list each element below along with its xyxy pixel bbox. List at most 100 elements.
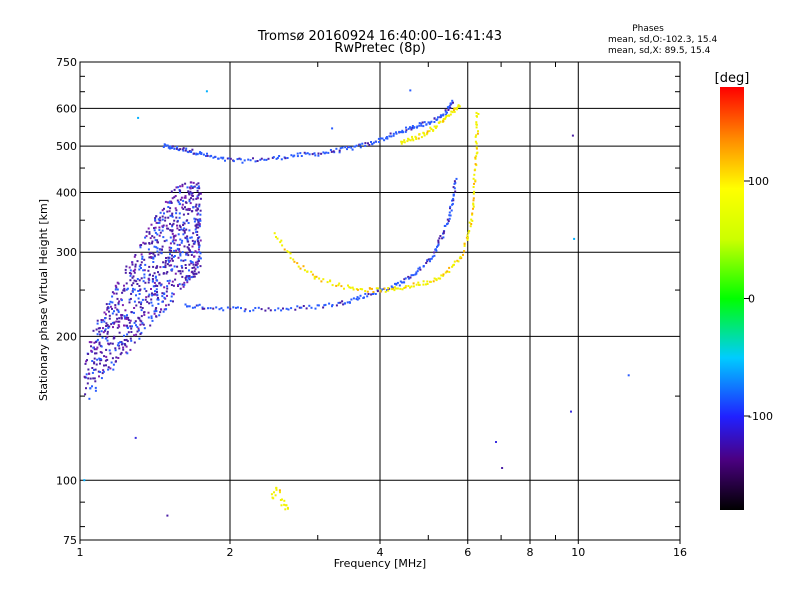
echo-point bbox=[453, 180, 456, 183]
echo-point bbox=[184, 195, 187, 198]
echo-point bbox=[124, 316, 126, 319]
echo-point bbox=[161, 225, 164, 228]
echo-point bbox=[116, 281, 119, 284]
echo-point bbox=[197, 240, 199, 243]
echo-point bbox=[119, 353, 122, 356]
echo-point bbox=[113, 336, 116, 339]
echo-point bbox=[475, 111, 478, 114]
echo-point bbox=[175, 147, 178, 150]
echo-point bbox=[109, 305, 112, 308]
echo-point bbox=[110, 323, 113, 326]
echo-point bbox=[178, 216, 181, 219]
echo-point bbox=[212, 307, 215, 310]
echo-point bbox=[198, 246, 201, 249]
echo-point bbox=[93, 341, 96, 344]
echo-point bbox=[265, 158, 268, 161]
echo-point bbox=[124, 309, 127, 312]
echo-point bbox=[172, 293, 175, 296]
echo-point bbox=[287, 507, 289, 510]
echo-point bbox=[161, 209, 164, 212]
echo-point bbox=[332, 150, 335, 153]
echo-point bbox=[196, 230, 199, 233]
echo-point bbox=[197, 243, 200, 246]
echo-point bbox=[135, 304, 138, 307]
echo-point bbox=[197, 258, 200, 261]
echo-point bbox=[240, 307, 242, 310]
echo-point bbox=[570, 410, 572, 413]
echo-point bbox=[187, 222, 190, 224]
echo-point bbox=[377, 137, 380, 140]
echo-point bbox=[99, 333, 102, 336]
echo-point bbox=[140, 331, 143, 334]
echo-point bbox=[163, 212, 165, 215]
echo-point bbox=[396, 287, 399, 290]
echo-point bbox=[410, 128, 413, 131]
echo-point bbox=[168, 282, 171, 285]
echo-point bbox=[159, 248, 162, 251]
echo-point bbox=[145, 296, 148, 299]
echo-point bbox=[142, 323, 145, 326]
echo-point bbox=[199, 151, 202, 154]
echo-point bbox=[433, 117, 436, 120]
echo-point bbox=[189, 187, 192, 190]
echo-point bbox=[349, 286, 352, 289]
echo-point bbox=[465, 236, 468, 239]
echo-point bbox=[249, 310, 251, 313]
echo-point bbox=[170, 200, 172, 203]
echo-point bbox=[407, 275, 410, 278]
echo-point bbox=[117, 309, 120, 312]
echo-point bbox=[193, 266, 196, 269]
echo-point bbox=[145, 235, 148, 238]
echo-point bbox=[352, 297, 355, 300]
plot-area: 1 2 4 6 8 10 16 75 100 200 300 400 500 600 750 bbox=[56, 56, 687, 559]
echo-point bbox=[135, 294, 137, 297]
echo-point bbox=[426, 283, 429, 285]
echo-point bbox=[171, 230, 174, 233]
echo-point bbox=[196, 262, 199, 265]
echo-point bbox=[197, 182, 200, 185]
echo-point bbox=[420, 124, 423, 127]
echo-point bbox=[192, 198, 195, 201]
echo-point bbox=[192, 263, 195, 266]
echo-point bbox=[133, 311, 135, 314]
echo-point bbox=[160, 308, 162, 311]
echo-point bbox=[188, 275, 191, 277]
echo-point bbox=[184, 278, 187, 281]
echo-point bbox=[109, 367, 112, 370]
echo-point bbox=[98, 327, 101, 330]
echo-point bbox=[475, 146, 478, 149]
echo-point bbox=[114, 306, 117, 309]
echo-point bbox=[90, 345, 92, 348]
x-tick-label: 16 bbox=[673, 546, 687, 559]
echo-point bbox=[154, 231, 157, 234]
echo-point bbox=[179, 148, 182, 151]
echo-point bbox=[89, 377, 92, 380]
echo-point bbox=[432, 129, 435, 132]
echo-point bbox=[206, 152, 208, 155]
echo-point bbox=[179, 254, 182, 257]
echo-point bbox=[95, 352, 98, 355]
echo-point bbox=[203, 307, 206, 310]
echo-point bbox=[140, 309, 143, 312]
echo-point bbox=[101, 336, 104, 339]
y-axis-label: Stationary phase Virtual Height [km] bbox=[37, 199, 50, 401]
echo-point bbox=[180, 241, 183, 244]
echo-point bbox=[165, 308, 168, 311]
echo-point bbox=[186, 246, 189, 249]
echo-point bbox=[166, 280, 169, 282]
echo-point bbox=[177, 284, 179, 287]
echo-point bbox=[475, 126, 478, 129]
echo-point bbox=[92, 377, 95, 380]
echo-point bbox=[403, 287, 406, 289]
echo-point bbox=[410, 274, 413, 277]
echo-point bbox=[186, 235, 189, 238]
echo-point bbox=[463, 250, 466, 253]
echo-point bbox=[189, 202, 192, 205]
echo-point bbox=[128, 298, 131, 301]
echo-point bbox=[194, 205, 197, 208]
echo-point bbox=[198, 152, 201, 155]
echo-point bbox=[199, 209, 202, 212]
echo-point bbox=[191, 306, 194, 309]
echo-point bbox=[279, 491, 281, 494]
echo-point bbox=[191, 148, 194, 151]
